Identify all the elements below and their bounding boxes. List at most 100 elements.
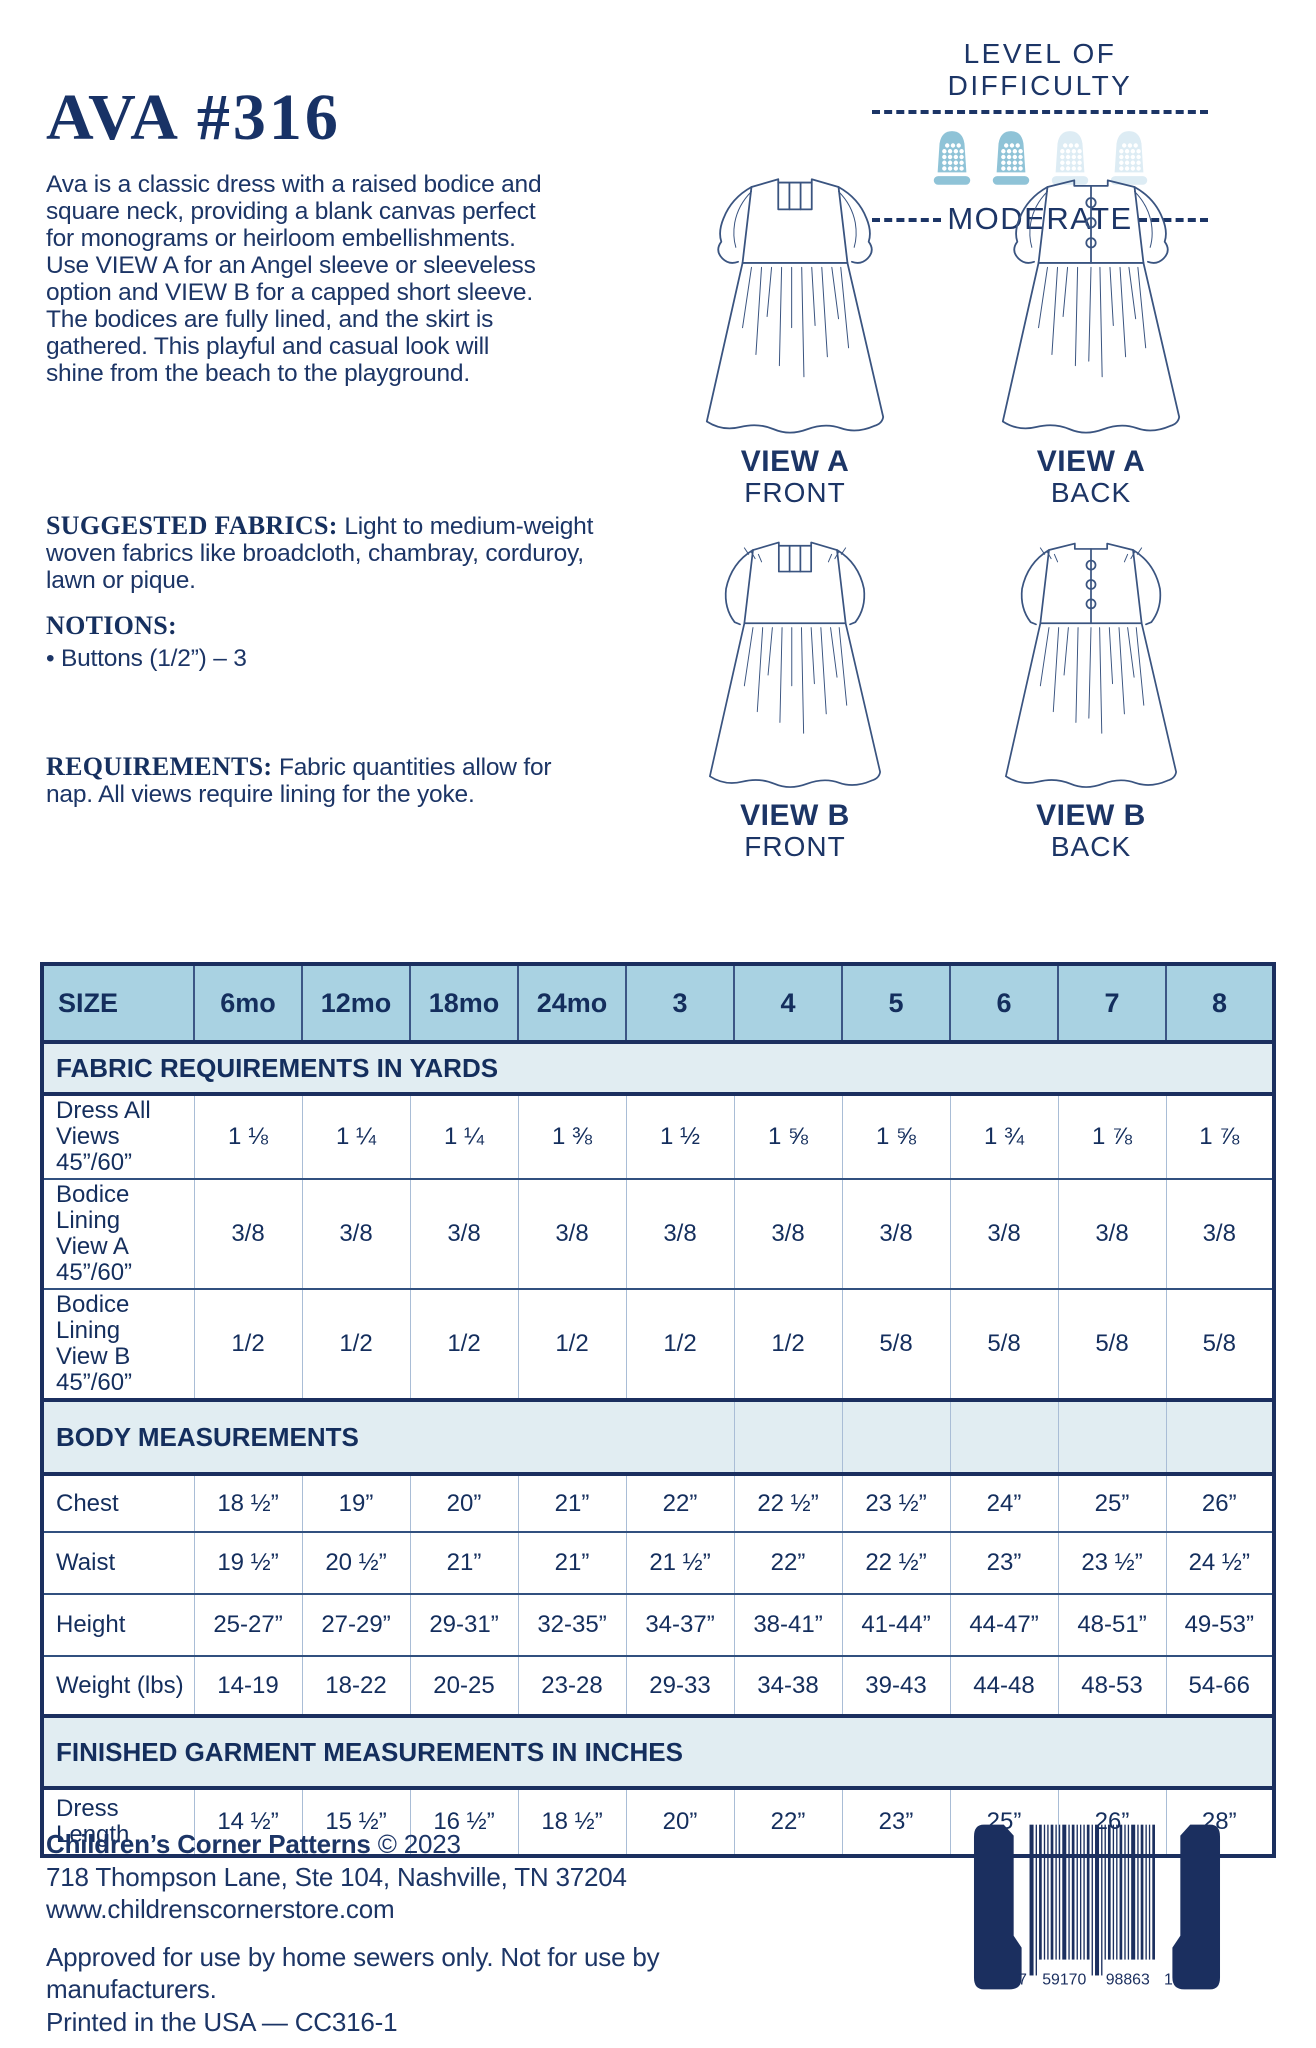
section-header: FABRIC REQUIREMENTS IN YARDS bbox=[42, 1040, 1274, 1096]
table-cell: 1 ½ bbox=[625, 1093, 734, 1179]
table-row: FABRIC REQUIREMENTS IN YARDS bbox=[42, 1040, 1274, 1096]
table-row: Weight (lbs) 14-19 18-22 20-25 23-28 29-33 34-… bbox=[42, 1655, 1274, 1716]
view-label: VIEW B bbox=[740, 799, 850, 832]
difficulty-level-row: MODERATE bbox=[872, 201, 1209, 237]
view-b-back-cell: VIEW B BACK bbox=[956, 522, 1226, 862]
table-cell: 22 ½” bbox=[733, 1473, 842, 1532]
table-cell: 26” bbox=[1057, 1787, 1166, 1856]
table-row: Bodice Lining View B 45”/60” 1/2 1/2 1/2 1/2… bbox=[42, 1288, 1274, 1400]
row-label: Dress Length bbox=[42, 1787, 194, 1856]
table-cell: 20 ½” bbox=[301, 1531, 410, 1594]
table-cell: 3/8 bbox=[625, 1178, 734, 1289]
table-cell: 48-53 bbox=[1057, 1655, 1166, 1716]
table-cell: 3/8 bbox=[517, 1178, 626, 1289]
barcode-left-block bbox=[973, 1824, 1022, 1990]
table-cell: 1 ⅝ bbox=[841, 1093, 950, 1179]
table-cell: 39-43 bbox=[841, 1655, 950, 1716]
table-cell: 20” bbox=[409, 1473, 518, 1532]
view-b-back-illustration bbox=[1005, 542, 1177, 788]
view-position-label: BACK bbox=[1050, 831, 1132, 862]
table-cell: 3/8 bbox=[949, 1178, 1058, 1289]
table-cell: 14 ½” bbox=[193, 1787, 302, 1856]
column-header: 24mo bbox=[517, 964, 626, 1044]
table-cell: 14-19 bbox=[193, 1655, 302, 1716]
view-a-front-cell: VIEW A FRONT bbox=[660, 158, 930, 508]
table-row: SIZE 6mo 12mo 18mo 24mo 3 4 5 6 7 8 bbox=[42, 964, 1274, 1044]
table-cell: 21 ½” bbox=[625, 1531, 734, 1594]
thimble-icon bbox=[929, 126, 975, 193]
requirements-label: REQUIREMENTS: bbox=[46, 751, 273, 781]
table-cell: 49-53” bbox=[1165, 1593, 1274, 1656]
table-cell: 34-38 bbox=[733, 1655, 842, 1716]
table-cell: 1 ⅛ bbox=[193, 1093, 302, 1179]
footer-printed: Printed in the USA — CC316-1 bbox=[46, 2006, 398, 2037]
table-cell: 1 ¼ bbox=[301, 1093, 410, 1179]
table-cell: 24 ½” bbox=[1165, 1531, 1274, 1594]
footer: Children’s Corner Patterns © 2023 718 Th… bbox=[46, 1828, 746, 2038]
column-header: 3 bbox=[625, 964, 734, 1044]
view-label: VIEW A bbox=[740, 445, 850, 478]
barcode-digit-right: 1 bbox=[1164, 1971, 1173, 1988]
table-cell: 22 ½” bbox=[841, 1531, 950, 1594]
table-cell: 3/8 bbox=[841, 1178, 950, 1289]
dashed-rule bbox=[872, 218, 942, 222]
table-cell: 3/8 bbox=[301, 1178, 410, 1289]
table-cell: 18-22 bbox=[301, 1655, 410, 1716]
table-cell: 22” bbox=[625, 1473, 734, 1532]
column-header: 8 bbox=[1165, 964, 1274, 1044]
table-cell: 27-29” bbox=[301, 1593, 410, 1656]
barcode-graphic: 7 59170 98863 1 bbox=[973, 1824, 1221, 1990]
table-cell: 21” bbox=[517, 1473, 626, 1532]
difficulty-panel: LEVEL OF DIFFICULTY MODERATE bbox=[872, 38, 1209, 237]
table-cell: 23 ½” bbox=[841, 1473, 950, 1532]
row-label: Waist bbox=[42, 1531, 194, 1594]
table-cell: 1/2 bbox=[193, 1288, 302, 1400]
view-a-back-cell: VIEW A BACK bbox=[956, 158, 1226, 508]
table-row: BODY MEASUREMENTS bbox=[42, 1398, 1274, 1476]
row-label: Height bbox=[42, 1593, 194, 1656]
difficulty-heading: LEVEL OF DIFFICULTY bbox=[947, 38, 1133, 101]
column-header: 12mo bbox=[301, 964, 410, 1044]
table-cell: 18 ½” bbox=[193, 1473, 302, 1532]
thimble-icon bbox=[988, 126, 1034, 193]
table-cell: 29-31” bbox=[409, 1593, 518, 1656]
table-cell: 29-33 bbox=[625, 1655, 734, 1716]
table-cell: 5/8 bbox=[949, 1288, 1058, 1400]
table-cell: 1/2 bbox=[517, 1288, 626, 1400]
dashed-rule bbox=[1138, 218, 1209, 222]
table-cell: 1/2 bbox=[733, 1288, 842, 1400]
table-cell: 3/8 bbox=[1057, 1178, 1166, 1289]
thimble-icon bbox=[1047, 126, 1093, 193]
notions-section: NOTIONS: • Buttons (1/2”) – 3 bbox=[46, 612, 594, 672]
footer-brand-line: Children’s Corner Patterns © 2023 bbox=[46, 1828, 746, 1861]
view-a-front-illustration bbox=[705, 178, 885, 434]
table-row: Waist 19 ½” 20 ½” 21” 21” 21 ½” 22” 22 ½” 23” 23 … bbox=[42, 1531, 1274, 1594]
table-row: Bodice Lining View A 45”/60” 3/8 3/8 3/8 3/8… bbox=[42, 1178, 1274, 1289]
table-cell: 20-25 bbox=[409, 1655, 518, 1716]
table-cell: 25-27” bbox=[193, 1593, 302, 1656]
view-label: VIEW B bbox=[1036, 799, 1146, 832]
column-header: 18mo bbox=[409, 964, 518, 1044]
barcode: 7 59170 98863 1 bbox=[972, 1822, 1222, 1999]
table-cell: 3/8 bbox=[409, 1178, 518, 1289]
table-cell: 21” bbox=[409, 1531, 518, 1594]
view-position-label: BACK bbox=[1050, 477, 1132, 508]
table-cell: 3/8 bbox=[733, 1178, 842, 1289]
difficulty-level-label: MODERATE bbox=[947, 201, 1133, 236]
notions-bullet: • Buttons (1/2”) – 3 bbox=[46, 645, 247, 672]
table-cell: 44-47” bbox=[949, 1593, 1058, 1656]
table-row: FINISHED GARMENT MEASUREMENTS IN INCHES bbox=[42, 1714, 1274, 1790]
table-cell: 19” bbox=[301, 1473, 410, 1532]
section-header: FINISHED GARMENT MEASUREMENTS IN INCHES bbox=[42, 1714, 1274, 1790]
suggested-fabrics-label: SUGGESTED FABRICS: bbox=[46, 510, 338, 540]
column-header: 7 bbox=[1057, 964, 1166, 1044]
view-position-label: FRONT bbox=[744, 831, 846, 862]
table-cell: 24” bbox=[949, 1473, 1058, 1532]
table-cell: 23” bbox=[949, 1531, 1058, 1594]
section-header: BODY MEASUREMENTS bbox=[42, 1398, 734, 1476]
table-cell: 23 ½” bbox=[1057, 1531, 1166, 1594]
table-cell: 1 ⅞ bbox=[1057, 1093, 1166, 1179]
table-cell: 44-48 bbox=[949, 1655, 1058, 1716]
column-header: SIZE bbox=[42, 964, 194, 1044]
row-label: Bodice Lining View A 45”/60” bbox=[42, 1178, 194, 1289]
